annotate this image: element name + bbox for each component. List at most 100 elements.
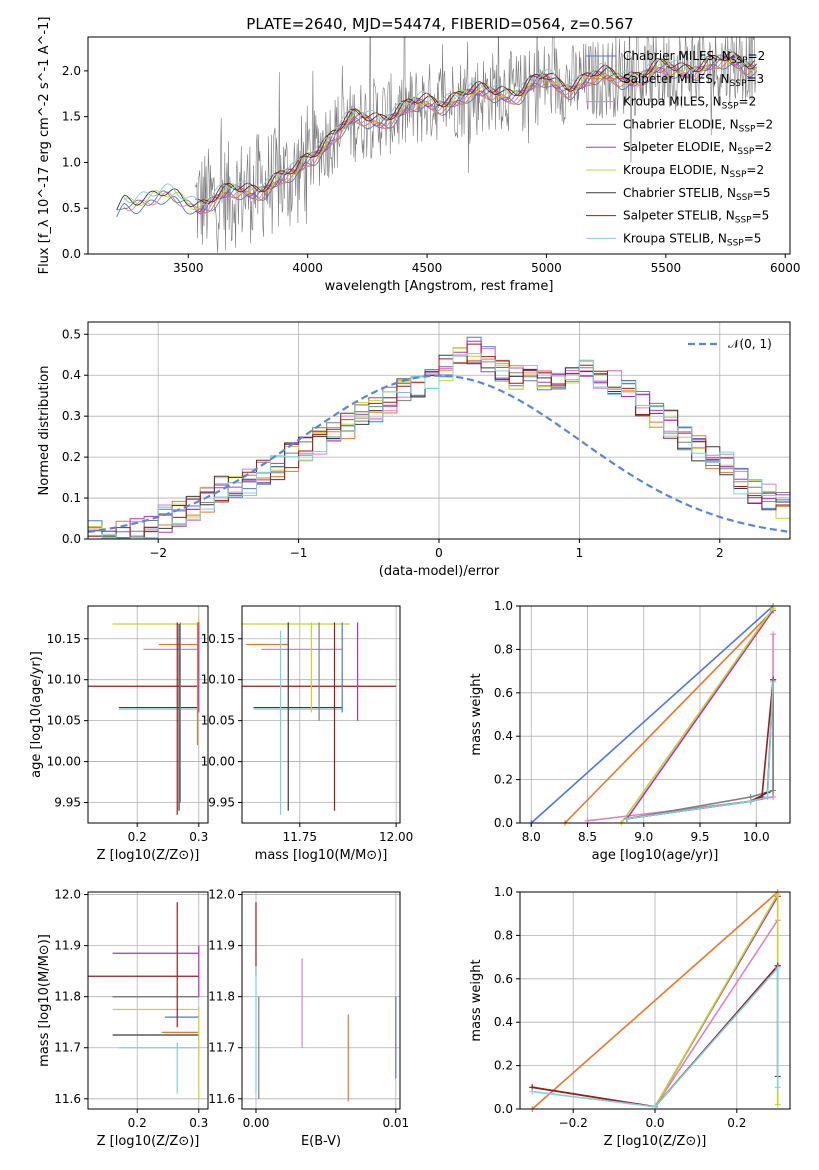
- axes-weight_vs_Z: −0.2 0.0 0.2 0.0 0.2 0.4 0.6 0.8 1.0 Z [log10(Z/Z…: [469, 885, 791, 1149]
- y-tick-label: 0.6: [494, 686, 513, 700]
- axes-frame: [87, 891, 209, 1110]
- axes-weight_vs_age: 8.0 8.5 9.0 9.5 10.0 0.0 0.2 0.4 0.6 0.8 1.0 age [l…: [469, 599, 791, 863]
- model-spectrum-6: [116, 54, 757, 210]
- x-tick-label: 5000: [531, 261, 562, 275]
- x-tick-label: 0.0: [645, 1116, 664, 1130]
- y-tick-label: 0.5: [62, 201, 81, 215]
- y-tick-label: 10.10: [47, 673, 81, 687]
- x-tick-label: 4000: [292, 261, 323, 275]
- residual-histogram-8: [88, 353, 790, 539]
- x-tick-label: 8.0: [522, 830, 541, 844]
- y-tick-label: 0.0: [494, 1102, 513, 1116]
- y-tick-label: 1.5: [62, 110, 81, 124]
- axes-spectrum: 3500 4000 4500 5000 5500 6000 0.0 0.5 1.0 1.5 2.0 w…: [37, 17, 801, 294]
- y-tick-label: 0.4: [494, 1015, 513, 1029]
- residual-histogram-7: [88, 343, 790, 539]
- legend-entry: Salpeter MILES, NSSP=3: [623, 72, 764, 89]
- x-tick-label: 2: [716, 546, 724, 560]
- legend-entry: Kroupa MILES, NSSP=2: [623, 95, 756, 112]
- weight-line-8: [626, 681, 774, 820]
- y-tick-label: 0.8: [494, 642, 513, 656]
- x-tick-label: 0: [435, 546, 443, 560]
- y-tick-label: 12.0: [54, 888, 81, 902]
- weight-line-2: [587, 634, 774, 822]
- legend-entry: 𝒩(0, 1): [728, 337, 772, 351]
- x-axis-label: wavelength [Angstrom, rest frame]: [325, 279, 554, 294]
- axes-residuals: −2 −1 0 1 2 0.0 0.1 0.2 0.3 0.4 0.5 (data-model)/er…: [37, 321, 791, 579]
- legend-entry: Salpeter STELIB, NSSP=5: [623, 209, 769, 226]
- y-tick-label: 0.0: [494, 816, 513, 830]
- model-spectrum-7: [195, 51, 756, 204]
- y-tick-label: 10.00: [201, 755, 235, 769]
- weight-line-1: [564, 609, 774, 824]
- y-tick-label: 10.05: [201, 714, 235, 728]
- model-spectrum-4: [195, 54, 756, 213]
- y-tick-label: 9.95: [54, 796, 81, 810]
- x-tick-label: 8.5: [578, 830, 597, 844]
- y-tick-label: 11.8: [54, 990, 81, 1004]
- y-tick-label: 0.3: [62, 409, 81, 423]
- legend-entry: Chabrier STELIB, NSSP=5: [623, 186, 771, 203]
- y-tick-label: 11.6: [54, 1092, 81, 1106]
- y-tick-label: 0.1: [62, 491, 81, 505]
- y-tick-label: 0.5: [62, 327, 81, 341]
- x-tick-label: 0.2: [128, 830, 147, 844]
- legend-entry: Chabrier MILES, NSSP=2: [623, 49, 765, 66]
- y-tick-label: 0.8: [494, 928, 513, 942]
- x-tick-label: 3500: [173, 261, 204, 275]
- y-tick-label: 0.0: [62, 247, 81, 261]
- x-tick-label: 4500: [412, 261, 443, 275]
- x-tick-label: 10.0: [743, 830, 770, 844]
- y-tick-label: 11.9: [54, 939, 81, 953]
- weight-line-4: [626, 609, 774, 820]
- y-tick-label: 0.4: [494, 729, 513, 743]
- y-tick-label: 11.9: [208, 939, 235, 953]
- normal-curve: [87, 374, 788, 533]
- legend-entry: Chabrier ELODIE, NSSP=2: [623, 117, 773, 134]
- y-axis-label: mass [log10(M/M⊙)]: [37, 934, 52, 1067]
- x-tick-label: 5500: [651, 261, 682, 275]
- y-tick-label: 0.6: [494, 972, 513, 986]
- y-tick-label: 12.0: [208, 888, 235, 902]
- y-tick-label: 1.0: [62, 155, 81, 169]
- x-tick-label: 0.3: [189, 830, 208, 844]
- weight-line-1: [531, 891, 779, 1110]
- axes-frame: [241, 891, 401, 1110]
- y-tick-label: 0.4: [62, 368, 81, 382]
- y-tick-label: 10.15: [201, 632, 235, 646]
- axes-frame: [519, 605, 791, 824]
- weight-line-8: [532, 965, 779, 1108]
- model-spectrum-1: [195, 59, 756, 214]
- y-tick-label: 11.7: [208, 1041, 235, 1055]
- y-tick-label: 9.95: [208, 796, 235, 810]
- y-tick-label: 1.0: [494, 599, 513, 613]
- x-axis-label: mass [log10(M/M⊙)]: [255, 848, 388, 863]
- x-tick-label: 6000: [770, 261, 801, 275]
- y-tick-label: 10.15: [47, 632, 81, 646]
- x-tick-label: 9.0: [634, 830, 653, 844]
- weight-line-0: [530, 605, 774, 824]
- axes-age_vs_mass: 11.75 12.00 9.95 10.00 10.05 10.10 10.15 mass […: [201, 605, 413, 863]
- x-tick-label: 0.01: [382, 1116, 409, 1130]
- x-tick-label: 0.3: [189, 1116, 208, 1130]
- y-tick-label: 1.0: [494, 885, 513, 899]
- axes-frame: [241, 605, 401, 824]
- x-tick-label: −0.2: [559, 1116, 588, 1130]
- x-tick-label: 0.2: [128, 1116, 147, 1130]
- y-axis-label: mass weight: [469, 959, 484, 1041]
- x-tick-label: −2: [149, 546, 167, 560]
- axes-mass_vs_Z: 0.2 0.3 11.6 11.7 11.8 11.9 12.0 Z [log10(Z/Z⊙)…: [37, 888, 209, 1149]
- y-axis-label: Normed distribution: [37, 366, 52, 496]
- weight-line-5: [654, 891, 779, 1108]
- x-tick-label: 1: [576, 546, 584, 560]
- y-tick-label: 0.0: [62, 532, 81, 546]
- axes-mass_vs_ebv: 0.00 0.01 11.6 11.7 11.8 11.9 12.0 E(B-V): [208, 888, 409, 1149]
- axes-frame: [87, 605, 209, 824]
- x-axis-label: E(B-V): [301, 1134, 341, 1149]
- axes-age_vs_Z: 0.2 0.3 9.95 10.00 10.05 10.10 10.15 Z [log10(Z…: [29, 605, 209, 863]
- y-axis-label: Flux [f_λ 10^-17 erg cm^-2 s^-1 A^-1]: [37, 17, 52, 275]
- x-axis-label: Z [log10(Z/Z⊙)]: [604, 1134, 707, 1149]
- y-tick-label: 0.2: [494, 1059, 513, 1073]
- y-tick-label: 2.0: [62, 64, 81, 78]
